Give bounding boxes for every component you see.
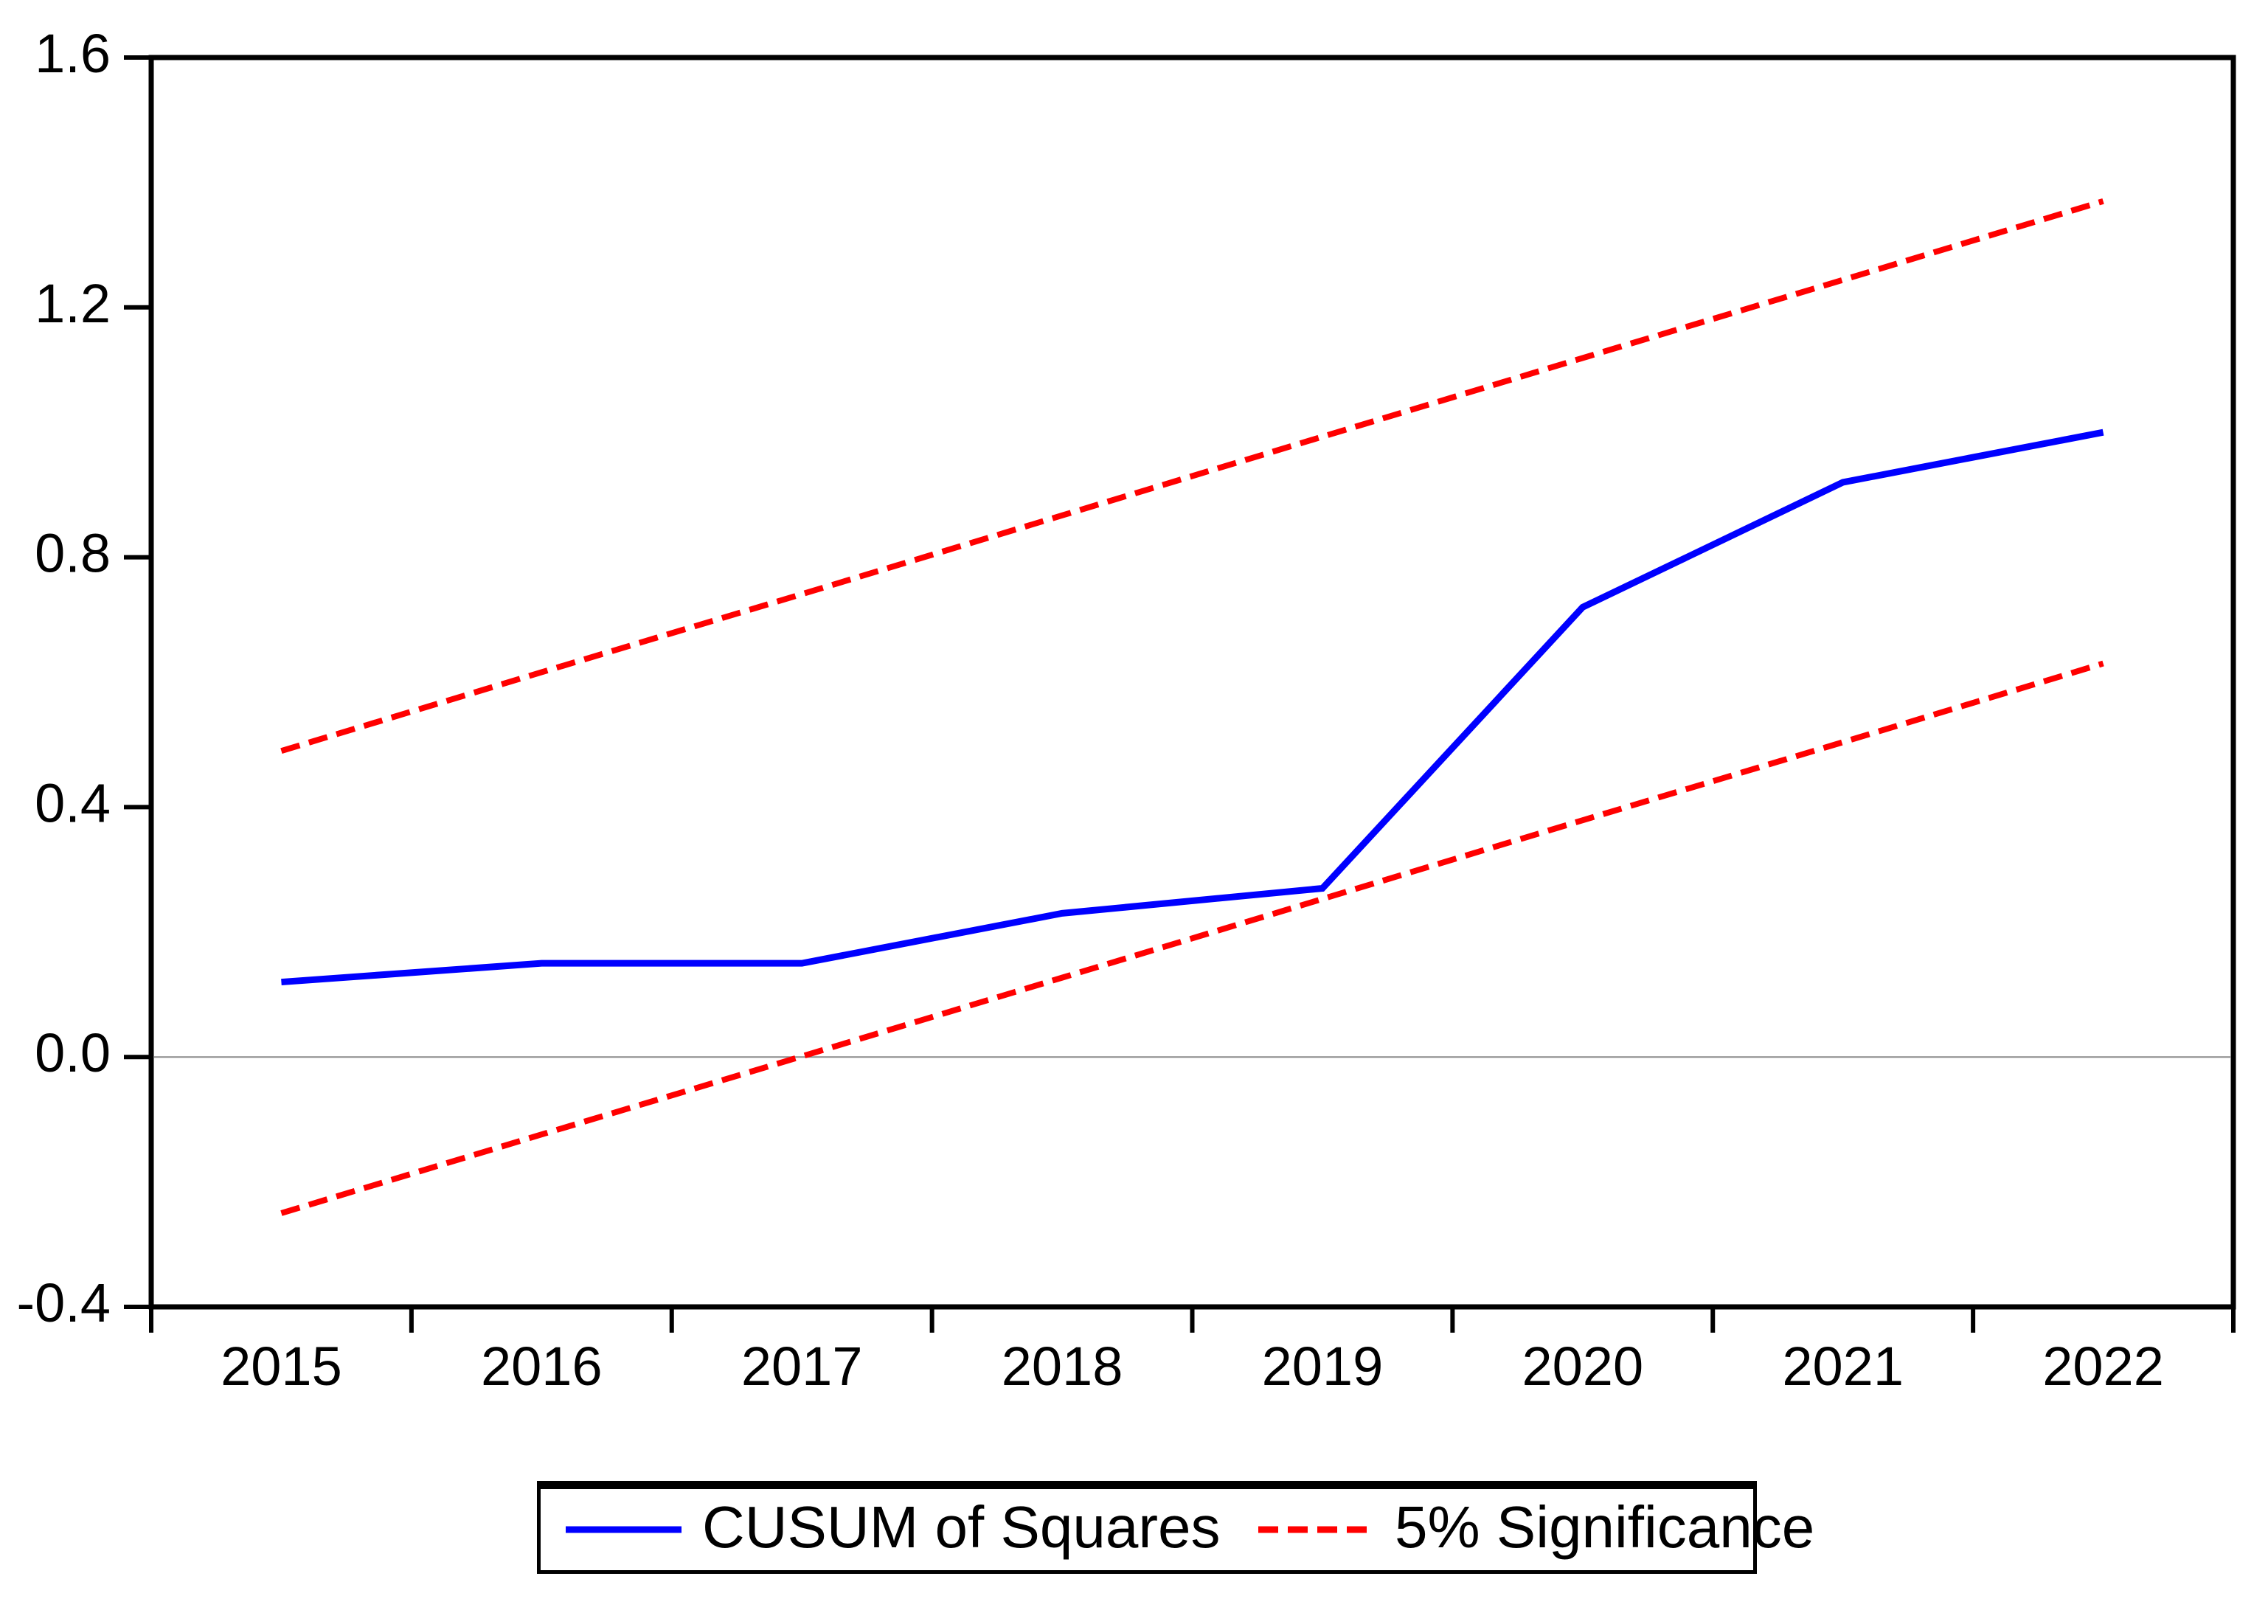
x-axis-tick-label: 2022 [2042, 1336, 2164, 1397]
axis-frame [148, 55, 2236, 1310]
x-axis-tick-label: 2020 [1522, 1336, 1644, 1397]
x-axis-tick-label: 2018 [1002, 1336, 1123, 1397]
significance-upper-line [280, 198, 2104, 754]
legend-label-significance: 5% Significance [1395, 1493, 1815, 1560]
legend-label-cusum: CUSUM of Squares [702, 1493, 1221, 1560]
x-axis-tick-label: 2021 [1782, 1336, 1904, 1397]
y-axis-tick-label: 0.8 [35, 523, 111, 584]
x-axis-tick-label: 2019 [1262, 1336, 1384, 1397]
x-axis-tick-label: 2015 [221, 1336, 342, 1397]
legend-box: CUSUM of Squares 5% Significance [537, 1481, 1814, 1574]
cusum-of-squares-line [281, 428, 2104, 986]
y-axis-tick-label: 1.6 [35, 23, 111, 84]
legend-line-sample-cusum [566, 1526, 682, 1533]
significance-lower-line [280, 660, 2104, 1216]
x-axis-tick-label: 2016 [481, 1336, 603, 1397]
y-axis-tick-label: 0.0 [35, 1022, 111, 1083]
x-axis-tick-label: 2017 [741, 1336, 863, 1397]
legend-line-sample-significance [1258, 1526, 1374, 1533]
y-axis-tick-label: 0.4 [35, 772, 111, 833]
y-axis-tick-label: 1.2 [35, 273, 111, 334]
y-axis-tick-label: -0.4 [16, 1272, 111, 1333]
